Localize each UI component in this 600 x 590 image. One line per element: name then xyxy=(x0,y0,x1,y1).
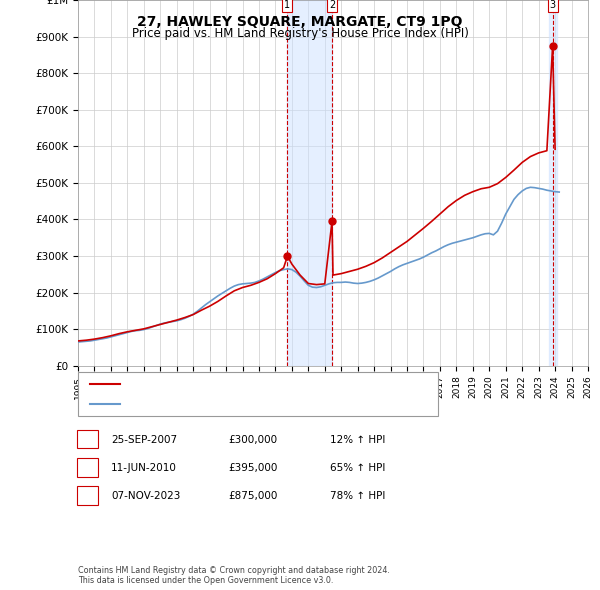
Text: £300,000: £300,000 xyxy=(228,435,277,444)
Text: 3: 3 xyxy=(84,491,91,501)
Text: 27, HAWLEY SQUARE, MARGATE, CT9 1PQ: 27, HAWLEY SQUARE, MARGATE, CT9 1PQ xyxy=(137,15,463,29)
Text: 07-NOV-2023: 07-NOV-2023 xyxy=(111,491,181,501)
Text: 1: 1 xyxy=(84,435,91,444)
Bar xyxy=(287,0,332,366)
Text: 1: 1 xyxy=(284,0,290,10)
Text: £395,000: £395,000 xyxy=(228,463,277,473)
Text: Contains HM Land Registry data © Crown copyright and database right 2024.
This d: Contains HM Land Registry data © Crown c… xyxy=(78,566,390,585)
Text: HPI: Average price, detached house, Thanet: HPI: Average price, detached house, Than… xyxy=(126,399,325,408)
Text: 25-SEP-2007: 25-SEP-2007 xyxy=(111,435,177,444)
Text: 2: 2 xyxy=(329,0,335,10)
Text: 11-JUN-2010: 11-JUN-2010 xyxy=(111,463,177,473)
Text: 12% ↑ HPI: 12% ↑ HPI xyxy=(330,435,385,444)
Text: 27, HAWLEY SQUARE, MARGATE, CT9 1PQ (detached house): 27, HAWLEY SQUARE, MARGATE, CT9 1PQ (det… xyxy=(126,379,396,389)
Bar xyxy=(548,0,557,366)
Text: Price paid vs. HM Land Registry's House Price Index (HPI): Price paid vs. HM Land Registry's House … xyxy=(131,27,469,40)
Text: £875,000: £875,000 xyxy=(228,491,277,501)
Text: 65% ↑ HPI: 65% ↑ HPI xyxy=(330,463,385,473)
Text: 78% ↑ HPI: 78% ↑ HPI xyxy=(330,491,385,501)
Text: 3: 3 xyxy=(550,0,556,10)
Text: 2: 2 xyxy=(84,463,91,473)
